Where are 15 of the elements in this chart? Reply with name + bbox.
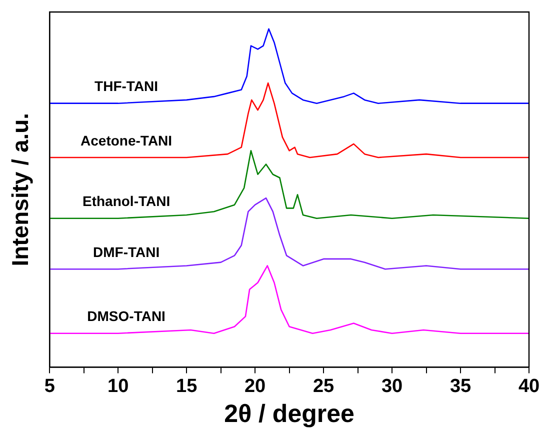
series-label: DMSO-TANI [87,308,166,324]
series-label: THF-TANI [94,78,158,94]
x-tick-label: 40 [518,376,540,397]
x-axis-title: 2θ / degree [224,400,355,428]
x-tick-label: 15 [176,376,198,397]
series-label: DMF-TANI [93,244,160,260]
x-tick-label: 10 [108,376,129,397]
x-tick-label: 25 [312,376,335,397]
x-tick-label: 30 [381,376,403,397]
series-label: Ethanol-TANI [82,193,170,210]
y-axis-title: Intensity / a.u. [7,112,34,266]
series-label: Acetone-TANI [80,132,172,148]
x-tick-label: 35 [450,376,472,397]
x-tick-label: 5 [44,376,56,397]
x-tick-label: 20 [244,376,266,397]
